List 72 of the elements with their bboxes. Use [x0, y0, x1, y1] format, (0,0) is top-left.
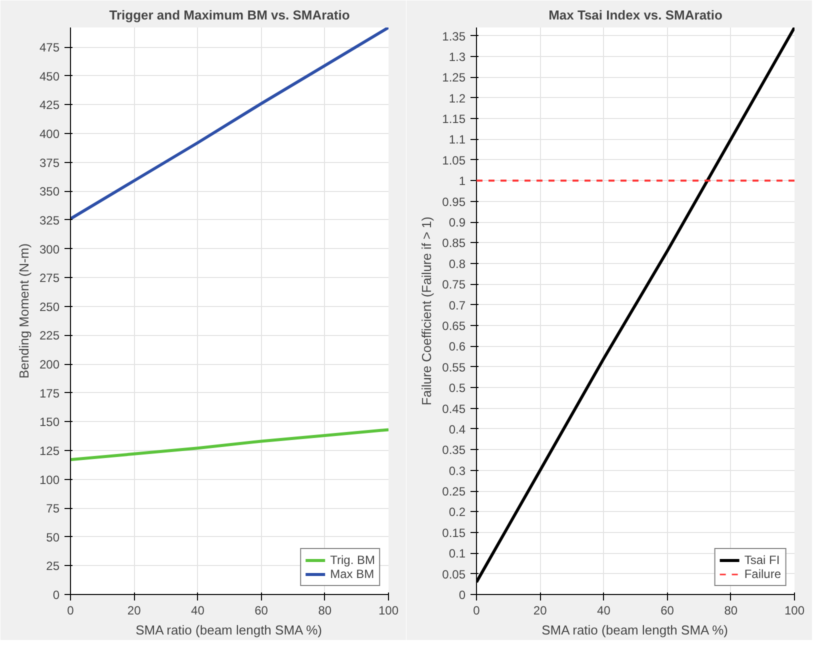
y-tick-label: 400	[39, 127, 60, 142]
y-tick-label: 200	[39, 358, 60, 372]
y-tick-label: 25	[46, 559, 60, 574]
y-tick-label: 0.25	[442, 484, 466, 499]
y-tick-label: 250	[39, 300, 60, 314]
x-tick-label: 80	[724, 604, 738, 618]
y-tick-label: 0.1	[448, 546, 466, 561]
x-tick-label: 0	[67, 604, 74, 618]
y-axis-title: Bending Moment (N-m)	[16, 243, 32, 379]
y-tick-label: 1	[458, 174, 466, 188]
y-tick-label: 275	[39, 271, 60, 286]
y-tick-label: 1.05	[442, 153, 466, 168]
x-tick-label: 60	[660, 604, 674, 618]
y-tick-label: 1.2	[448, 91, 466, 106]
chart-title: Max Tsai Index vs. SMAratio	[548, 8, 722, 22]
x-tick-label: 40	[597, 604, 611, 618]
y-tick-label: 425	[39, 98, 60, 112]
x-tick-label: 60	[254, 604, 268, 618]
legend-label: Tsai FI	[744, 553, 780, 567]
x-tick-label: 80	[318, 604, 332, 618]
x-tick-label: 20	[533, 604, 548, 618]
y-tick-label: 375	[39, 156, 60, 170]
y-tick-label: 0.4	[448, 422, 466, 436]
y-tick-label: 0.3	[448, 464, 466, 478]
x-tick-label: 100	[378, 604, 399, 618]
y-tick-label: 75	[46, 502, 60, 516]
x-tick-label: 0	[473, 604, 480, 618]
line-series	[70, 428, 388, 462]
y-tick-label: 475	[39, 40, 60, 55]
y-tick-label: 0.2	[448, 505, 466, 520]
legend-label: Max BM	[330, 567, 374, 581]
y-tick-label: 0.7	[448, 298, 466, 312]
x-axis-title: SMA ratio (beam length SMA %)	[542, 622, 728, 638]
legend-label: Failure	[744, 567, 781, 581]
y-tick-label: 175	[39, 386, 60, 400]
x-tick-label: 20	[127, 604, 142, 618]
y-tick-label: 1.15	[442, 112, 466, 126]
line-series	[70, 28, 388, 220]
y-tick-label: 0.9	[448, 216, 466, 230]
chart-title: Trigger and Maximum BM vs. SMAratio	[109, 8, 350, 22]
y-tick-label: 1.35	[442, 29, 466, 44]
y-tick-label: 0.85	[442, 236, 466, 250]
y-tick-label: 0.6	[448, 340, 466, 354]
y-tick-label: 100	[39, 472, 60, 487]
y-tick-label: 350	[39, 184, 60, 199]
y-tick-label: 0	[458, 588, 466, 602]
y-tick-label: 0.35	[442, 443, 466, 458]
y-tick-label: 0.75	[442, 278, 466, 292]
y-tick-label: 0.95	[442, 194, 466, 209]
x-tick-label: 40	[191, 604, 205, 618]
y-tick-label: 1.25	[442, 70, 466, 85]
y-tick-label: 1.3	[448, 50, 466, 64]
x-tick-label: 100	[784, 604, 805, 618]
y-tick-label: 450	[39, 69, 60, 84]
y-tick-label: 0.05	[442, 567, 466, 582]
y-tick-label: 0.5	[448, 381, 466, 396]
y-tick-label: 0	[52, 588, 60, 602]
y-tick-label: 300	[39, 242, 60, 256]
y-tick-label: 325	[39, 213, 60, 228]
y-tick-label: 125	[39, 444, 60, 458]
y-tick-label: 0.55	[442, 360, 466, 374]
y-tick-label: 150	[39, 415, 60, 430]
y-tick-label: 1.1	[448, 132, 466, 147]
y-tick-label: 0.65	[442, 318, 466, 333]
y-tick-label: 0.8	[448, 256, 466, 271]
y-tick-label: 225	[39, 328, 60, 343]
y-tick-label: 50	[46, 530, 60, 544]
y-axis-title: Failure Coefficient (Failure if > 1)	[419, 216, 434, 406]
y-tick-label: 0.45	[442, 402, 466, 416]
legend-label: Trig. BM	[330, 553, 375, 567]
y-tick-label: 0.15	[442, 526, 466, 540]
x-axis-title: SMA ratio (beam length SMA %)	[136, 622, 322, 638]
